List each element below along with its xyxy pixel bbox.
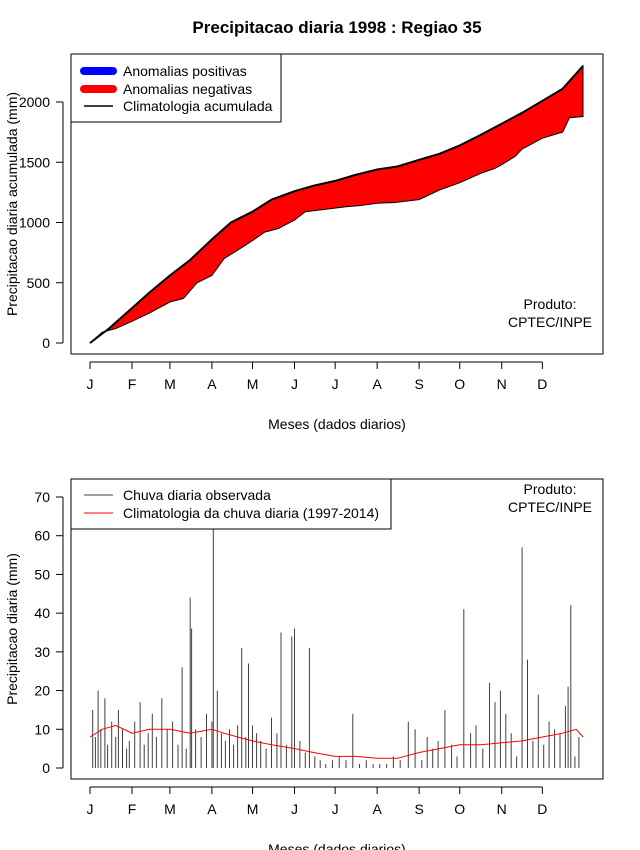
- legend-box: [70, 478, 392, 530]
- chart-title: Precipitacao diaria 1998 : Regiao 35: [192, 18, 481, 37]
- x-tick-label: O: [454, 801, 465, 817]
- y-tick-label: 1500: [19, 154, 50, 170]
- y-tick-label: 70: [34, 489, 50, 505]
- y-tick-label: 60: [34, 528, 50, 544]
- y-tick-label: 20: [34, 683, 50, 699]
- x-tick-label: A: [207, 801, 217, 817]
- annotation-produto: Produto:: [524, 296, 577, 312]
- x-tick-label: F: [128, 376, 137, 392]
- legend-label: Chuva diaria observada: [123, 487, 271, 503]
- x-tick-label: S: [414, 376, 423, 392]
- annotation-produto: Produto:: [524, 481, 577, 497]
- x-tick-label: O: [454, 376, 465, 392]
- x-tick-label: J: [87, 376, 94, 392]
- y-tick-label: 0: [42, 760, 50, 776]
- x-tick-label: J: [291, 376, 298, 392]
- x-tick-label: A: [372, 801, 382, 817]
- x-tick-label: A: [207, 376, 217, 392]
- x-tick-label: N: [497, 801, 507, 817]
- x-axis-title: Meses (dados diarios): [268, 416, 406, 432]
- x-tick-label: M: [164, 376, 176, 392]
- annotation-cptec: CPTEC/INPE: [508, 499, 592, 515]
- y-tick-label: 50: [34, 566, 50, 582]
- legend-label: Anomalias positivas: [123, 63, 247, 79]
- y-tick-label: 1000: [19, 215, 50, 231]
- y-tick-label: 30: [34, 644, 50, 660]
- x-tick-label: M: [247, 801, 259, 817]
- annotation-cptec: CPTEC/INPE: [508, 314, 592, 330]
- x-tick-label: M: [164, 801, 176, 817]
- x-tick-label: F: [128, 801, 137, 817]
- y-tick-label: 10: [34, 721, 50, 737]
- x-tick-label: A: [372, 376, 382, 392]
- plot-frame: [70, 53, 604, 355]
- x-tick-label: J: [332, 801, 339, 817]
- legend-label: Anomalias negativas: [123, 81, 252, 97]
- y-tick-label: 0: [42, 335, 50, 351]
- x-tick-label: D: [537, 376, 547, 392]
- x-tick-label: N: [497, 376, 507, 392]
- y-tick-label: 500: [27, 275, 51, 291]
- x-tick-label: M: [247, 376, 259, 392]
- legend-label: Climatologia acumulada: [123, 98, 273, 114]
- x-axis-title: Meses (dados diarios): [268, 841, 406, 850]
- y-tick-label: 2000: [19, 94, 50, 110]
- y-axis-title: Precipitacao diaria (mm): [4, 553, 20, 705]
- daily-precipitation-chart: 0 10 20 30 40 50 60 70 J F M A M J J A S O N D Meses (dados …: [4, 478, 604, 850]
- x-tick-label: J: [291, 801, 298, 817]
- y-axis-title: Precipitacao diaria acumulada (mm): [4, 92, 20, 316]
- climatology-accumulated-line: [89, 65, 584, 344]
- x-tick-label: D: [537, 801, 547, 817]
- accumulated-precipitation-chart: Precipitacao diaria 1998 : Regiao 35 0 500…: [4, 18, 604, 432]
- x-tick-label: J: [87, 801, 94, 817]
- daily-climatology-line: [89, 724, 584, 759]
- legend-label: Climatologia da chuva diaria (1997-2014): [123, 505, 379, 521]
- x-tick-label: J: [332, 376, 339, 392]
- y-tick-label: 40: [34, 605, 50, 621]
- x-tick-label: S: [414, 801, 423, 817]
